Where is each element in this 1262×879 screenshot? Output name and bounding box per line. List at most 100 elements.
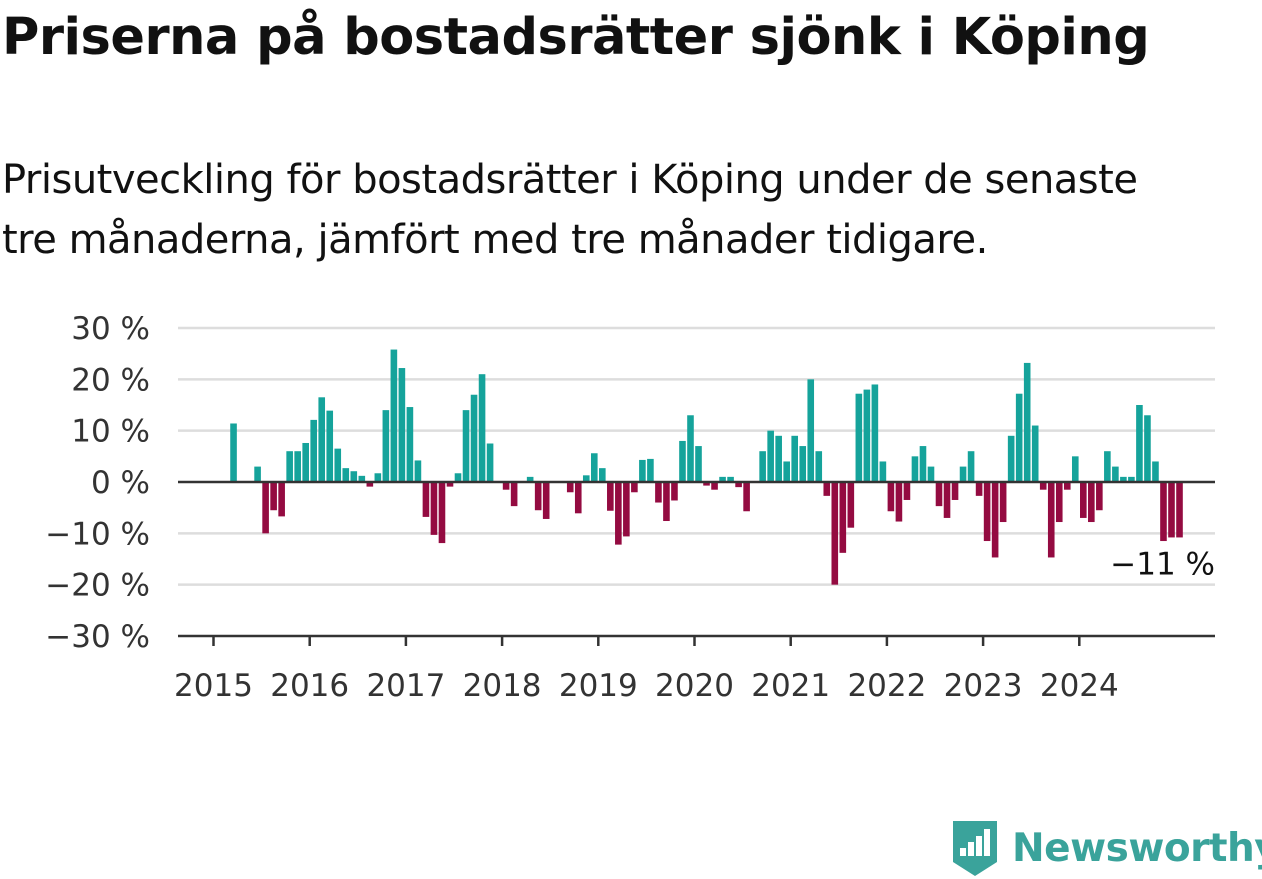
bar [510,482,518,507]
bar [1136,405,1143,482]
bar [695,446,702,482]
bar [342,468,350,482]
bar [542,482,550,519]
bar [398,368,406,482]
bar [599,468,606,482]
bar [446,482,454,487]
bar [719,476,726,482]
bar [1047,482,1055,558]
bar [607,482,614,511]
bar [262,482,269,534]
bar [735,482,742,488]
bar [590,453,598,482]
bar [887,482,895,512]
bar [1071,456,1079,482]
bar [1023,362,1031,482]
bar [1144,415,1151,482]
y-tick-label: 10 % [71,414,150,450]
x-tick-label: 2017 [366,668,445,704]
bar [911,456,919,482]
bar [1120,476,1127,482]
x-tick-label: 2022 [847,668,926,704]
axes [178,480,1215,646]
bar [1104,451,1111,482]
bar [374,473,382,482]
bar [1055,482,1063,523]
bar [390,349,398,482]
bar [1112,466,1119,482]
bar [991,482,999,558]
annotations: −11 % [1110,546,1215,582]
bar [727,476,734,482]
bar [879,461,887,482]
bar [839,482,847,553]
bar [1176,482,1183,538]
bar [486,443,494,482]
bar [566,482,574,493]
bar [743,482,750,512]
bar [382,410,390,482]
subtitle-line-1: Prisutveckling för bostadsrätter i Köpin… [2,157,1138,203]
bar [783,461,790,482]
bar [1096,482,1103,511]
y-tick-label: −30 % [45,619,150,655]
bar [430,482,438,535]
bar [1168,482,1175,538]
bar [270,482,277,511]
bar [935,482,943,507]
x-tick-label: 2018 [463,668,542,704]
x-tick-label: 2024 [1040,668,1119,704]
bar [799,446,807,482]
bars [230,349,1183,585]
bar [326,410,334,482]
bar [230,423,237,482]
bar [1080,482,1087,518]
y-axis-labels: 30 % 20 % 10 % 0 % −10 % −20 % −30 % [45,311,150,655]
bar [334,448,342,482]
bar [366,482,374,487]
bar [663,482,670,522]
bar [927,466,935,482]
bar [1039,482,1047,490]
bar [943,482,951,518]
last-value-label: −11 % [1110,546,1215,582]
bar [574,482,582,514]
bar [350,471,358,482]
bar [831,482,839,585]
y-tick-label: 20 % [71,362,150,398]
bar [759,451,766,482]
bar [703,482,710,486]
bar [534,482,542,511]
y-tick-label: 0 % [91,465,150,501]
bar [502,482,510,490]
bar [406,407,414,482]
bar [318,397,326,482]
bar [254,466,261,482]
bar [975,482,983,496]
bar [671,482,678,501]
x-tick-label: 2016 [270,668,349,704]
bar [967,451,975,482]
bar [983,482,991,542]
bar [1160,482,1167,542]
x-tick-label: 2023 [944,668,1023,704]
bar [767,430,774,482]
bar [615,482,622,545]
newsworthy-logo: Newsworthy [950,818,1262,878]
y-tick-label: 30 % [71,311,150,347]
chart-title: Priserna på bostadsrätter sjönk i Köping [2,8,1150,67]
bar [286,451,293,482]
bar [711,482,718,490]
bar [1128,476,1135,482]
bar [1031,425,1039,482]
bar [871,384,879,482]
bar [679,440,686,482]
bar [438,482,446,544]
bar [526,476,534,482]
bar [815,451,823,482]
bar [647,458,654,482]
bar [1088,482,1095,523]
bar [582,475,590,482]
bar [687,415,694,482]
bar [302,442,309,482]
